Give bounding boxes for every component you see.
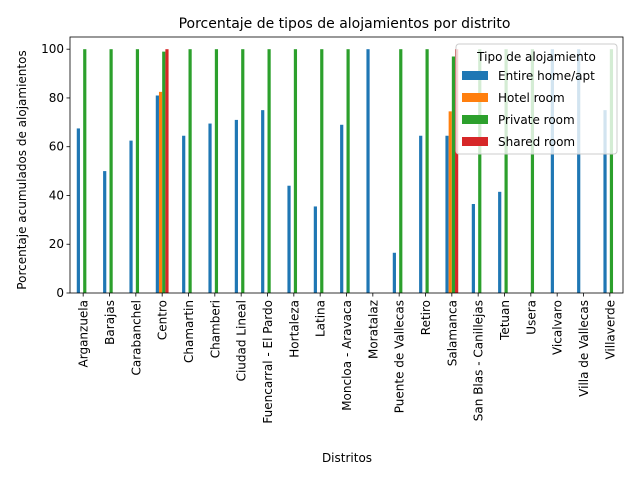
bar-entire-home-apt-8 [287, 185, 291, 293]
bar-entire-home-apt-20 [603, 110, 607, 293]
bar-private-room-5 [214, 49, 219, 293]
x-axis-label: Distritos [322, 451, 372, 465]
legend-entry: Private room [498, 113, 575, 127]
legend-title: Tipo de alojamiento [476, 50, 596, 64]
legend-entry: Shared room [498, 135, 575, 149]
y-tick-label: 100 [41, 42, 64, 56]
bar-entire-home-apt-14 [445, 135, 449, 293]
bar-entire-home-apt-16 [498, 191, 502, 293]
plot-frame [69, 36, 624, 294]
y-tick-label: 60 [49, 140, 64, 154]
bar-private-room-15 [478, 49, 482, 293]
bar-hotel-room-3 [158, 91, 163, 293]
bar-entire-home-apt-18 [550, 49, 554, 293]
bar-private-room-14 [451, 56, 456, 293]
x-tick-label: Usera [524, 300, 538, 335]
bar-entire-home-apt-2 [129, 140, 133, 293]
bars-group [76, 49, 614, 294]
legend: Tipo de alojamiento Entire home/apt Hotel … [455, 43, 618, 155]
bar-entire-home-apt-12 [392, 252, 396, 293]
x-tick-label: Puente de Vallecas [393, 300, 407, 413]
bar-private-room-20 [609, 49, 614, 293]
bar-entire-home-apt-6 [234, 119, 238, 294]
legend-entry: Hotel room [498, 91, 565, 105]
bar-private-room-7 [267, 49, 271, 293]
x-axis: Arganzuela Barajas Carabanchel Centro Chamar… [77, 293, 617, 424]
x-tick-label: Ciudad Lineal [235, 300, 249, 381]
legend-swatch [462, 137, 488, 146]
bar-private-room-8 [293, 49, 298, 293]
chart-title: Porcentaje de tipos de alojamientos por … [179, 16, 511, 32]
bar-private-room-13 [425, 49, 429, 293]
x-tick-label: Hortaleza [287, 300, 301, 358]
bar-entire-home-apt-11 [366, 49, 370, 293]
x-tick-label: Chamberi [208, 300, 222, 358]
legend-swatch [462, 115, 488, 124]
x-tick-label: Villaverde [603, 300, 617, 360]
legend-swatch [462, 71, 488, 80]
bar-hotel-room-14 [448, 111, 452, 293]
bar-private-room-12 [399, 49, 403, 293]
bar-private-room-3 [162, 51, 166, 293]
bar-private-room-9 [320, 49, 324, 293]
bar-entire-home-apt-4 [182, 135, 186, 293]
y-tick-label: 0 [56, 286, 64, 300]
bar-entire-home-apt-3 [155, 95, 159, 293]
bar-entire-home-apt-9 [313, 206, 317, 293]
bar-private-room-16 [504, 49, 508, 293]
bar-shared-room-3 [165, 49, 169, 293]
bar-entire-home-apt-0 [76, 128, 80, 293]
bar-entire-home-apt-10 [340, 124, 344, 294]
x-tick-label: Arganzuela [77, 300, 91, 367]
y-axis: 0 20 40 60 80 100 [41, 42, 70, 300]
bar-private-room-0 [83, 49, 87, 293]
x-tick-label: Barajas [103, 300, 117, 345]
x-tick-label: Vicalvaro [551, 300, 565, 355]
x-tick-label: Moncloa - Aravaca [340, 300, 354, 411]
x-tick-label: Villa de Vallecas [577, 300, 591, 397]
bar-entire-home-apt-7 [261, 110, 265, 293]
bar-entire-home-apt-15 [471, 204, 475, 293]
bar-entire-home-apt-19 [577, 49, 581, 293]
legend-box [455, 43, 618, 155]
bar-entire-home-apt-1 [103, 171, 107, 293]
bar-private-room-10 [346, 49, 350, 293]
x-tick-label: Carabanchel [129, 300, 143, 376]
legend-entry: Entire home/apt [498, 69, 595, 83]
bar-entire-home-apt-5 [208, 123, 212, 293]
x-tick-label: San Blas - Canillejas [472, 300, 486, 421]
bar-private-room-4 [188, 49, 192, 293]
x-tick-label: Salamanca [445, 300, 459, 366]
x-tick-label: Fuencarral - El Pardo [261, 300, 275, 424]
x-tick-label: Latina [314, 300, 328, 337]
y-tick-label: 40 [49, 188, 64, 202]
x-tick-label: Centro [156, 300, 170, 340]
x-tick-label: Retiro [419, 300, 433, 335]
bar-shared-room-14 [455, 49, 459, 293]
bar-private-room-6 [241, 49, 245, 293]
y-tick-label: 80 [49, 91, 64, 105]
bar-private-room-1 [109, 49, 113, 293]
bar-entire-home-apt-13 [419, 135, 423, 293]
x-tick-label: Tetuan [498, 300, 512, 341]
y-tick-label: 20 [49, 237, 64, 251]
bar-private-room-2 [135, 49, 140, 293]
x-tick-label: Chamartin [182, 300, 196, 363]
legend-swatch [462, 93, 488, 102]
x-tick-label: Moratalaz [366, 300, 380, 359]
y-axis-label: Porcentaje acumulados de alojamientos [15, 50, 29, 289]
bar-private-room-17 [530, 49, 535, 293]
